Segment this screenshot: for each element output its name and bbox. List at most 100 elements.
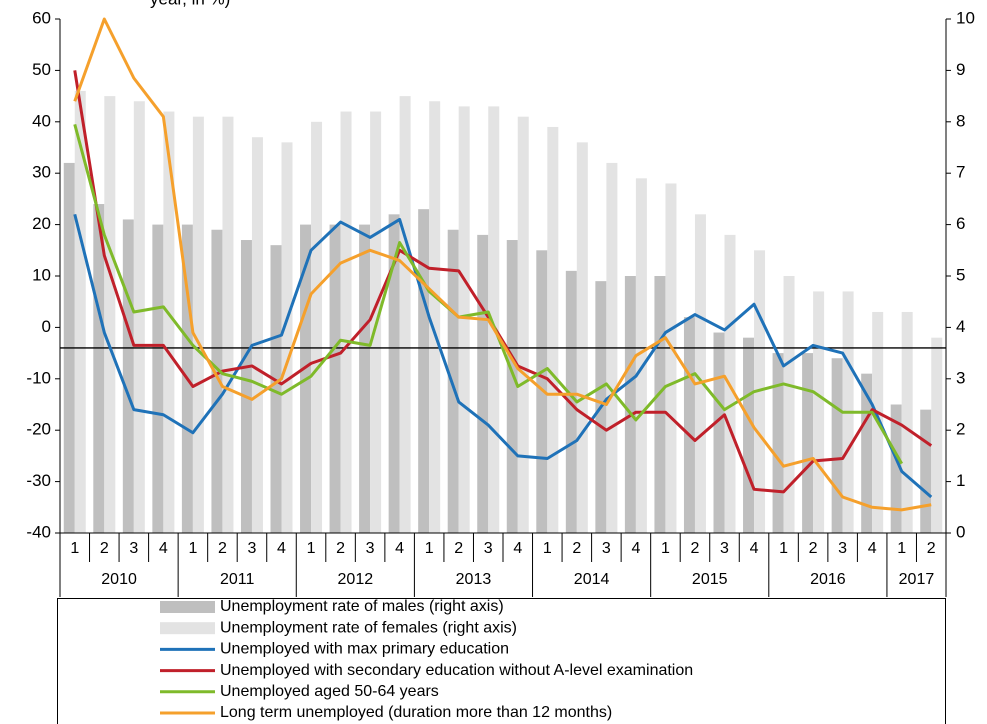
x-tick-label: 2 [691, 540, 700, 557]
bar [506, 240, 518, 533]
y-tick-label: 30 [32, 163, 51, 182]
legend-box [57, 598, 946, 724]
bar [359, 224, 371, 533]
line-series [73, 17, 932, 512]
bar [152, 224, 164, 533]
bar [311, 121, 323, 534]
bar [340, 111, 352, 534]
x-tick-label: 2 [572, 540, 581, 557]
x-tick-label: 2 [454, 540, 463, 557]
bar [240, 240, 252, 533]
bar [931, 337, 943, 533]
legend-label: Unemployment rate of males (right axis) [220, 598, 504, 615]
x-tick-label: 1 [70, 540, 79, 557]
bar [399, 96, 411, 533]
y2-tick-label: 5 [956, 265, 965, 284]
x-tick-label: 3 [366, 540, 375, 557]
bar [802, 353, 814, 533]
bar [890, 404, 902, 533]
bar [831, 358, 843, 533]
x-tick-label: 1 [188, 540, 197, 557]
x-tick-label: 1 [897, 540, 906, 557]
chart-title: year, in %) [150, 0, 230, 8]
bar [477, 234, 489, 533]
x-group-label: 2015 [692, 571, 728, 588]
x-tick-label: 1 [543, 540, 552, 557]
x-tick-label: 3 [129, 540, 138, 557]
bar [329, 224, 341, 533]
bar [813, 291, 825, 533]
y2-tick-label: 3 [956, 368, 965, 387]
legend-label: Unemployed aged 50-64 years [220, 683, 439, 700]
legend-label: Unemployed with max primary education [220, 641, 509, 658]
x-tick-label: 3 [838, 540, 847, 557]
bar [74, 90, 86, 534]
bar [624, 276, 636, 533]
y2-tick-label: 10 [956, 8, 975, 27]
bar [447, 229, 459, 534]
y2-tick-label: 6 [956, 214, 965, 233]
line-series [73, 213, 933, 499]
x-tick-label: 2 [218, 540, 227, 557]
bar [192, 116, 204, 533]
legend-label: Long term unemployed (duration more than… [220, 704, 612, 721]
y2-tick-label: 0 [956, 522, 965, 541]
line-series [73, 123, 904, 465]
bar [222, 116, 234, 533]
x-tick-label: 4 [631, 540, 640, 557]
x-group-label: 2017 [899, 571, 935, 588]
y2-tick-label: 4 [956, 317, 965, 336]
x-tick-label: 1 [779, 540, 788, 557]
x-tick-label: 2 [336, 540, 345, 557]
y-tick-label: -40 [26, 522, 51, 541]
bar [418, 209, 430, 533]
x-tick-label: 2 [927, 540, 936, 557]
x-tick-label: 2 [809, 540, 818, 557]
y-tick-label: 60 [32, 8, 51, 27]
bar [458, 106, 470, 533]
x-tick-label: 4 [513, 540, 522, 557]
y-tick-label: -30 [26, 471, 51, 490]
bar [281, 142, 293, 534]
y-tick-label: 40 [32, 111, 51, 130]
y2-tick-label: 9 [956, 60, 965, 79]
bar [270, 245, 282, 533]
bar [93, 204, 105, 534]
bar [133, 101, 145, 534]
x-tick-label: 4 [750, 540, 759, 557]
x-tick-label: 3 [248, 540, 257, 557]
legend-label: Unemployed with secondary education with… [220, 662, 693, 679]
bar [783, 276, 795, 533]
x-tick-label: 4 [868, 540, 877, 557]
bar [920, 409, 932, 533]
x-group-label: 2014 [574, 571, 610, 588]
y2-tick-label: 2 [956, 420, 965, 439]
bar [635, 178, 647, 533]
x-group-label: 2011 [220, 571, 255, 588]
y2-tick-label: 8 [956, 111, 965, 130]
x-tick-label: 4 [277, 540, 286, 557]
bar [772, 353, 784, 533]
bar [654, 276, 666, 533]
y-tick-label: 50 [32, 60, 51, 79]
y2-tick-label: 1 [956, 471, 965, 490]
bar [576, 142, 588, 534]
bar [665, 183, 677, 534]
legend-label: Unemployment rate of females (right axis… [220, 619, 517, 636]
y2-tick-label: 7 [956, 163, 965, 182]
x-tick-label: 3 [484, 540, 493, 557]
bar [488, 106, 500, 533]
x-group-label: 2010 [101, 571, 137, 588]
bar [251, 137, 263, 533]
bar [517, 116, 529, 533]
x-tick-label: 3 [720, 540, 729, 557]
y-tick-label: 0 [42, 317, 51, 336]
x-tick-label: 4 [159, 540, 168, 557]
bar [901, 311, 913, 533]
x-tick-label: 2 [100, 540, 109, 557]
bar [713, 332, 725, 533]
y-tick-label: -20 [26, 420, 51, 439]
x-tick-label: 4 [395, 540, 404, 557]
x-tick-label: 1 [307, 540, 316, 557]
